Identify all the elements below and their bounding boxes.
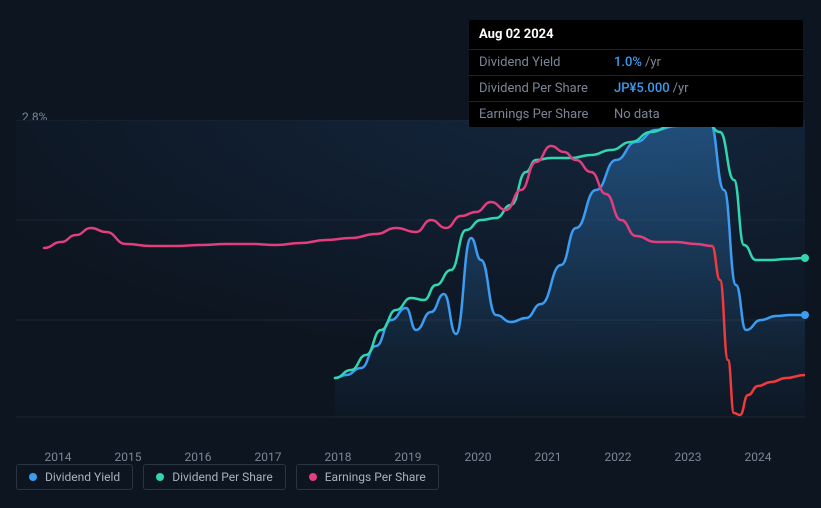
legend-dot-icon (309, 473, 317, 481)
tooltip-date: Aug 02 2024 (469, 20, 803, 50)
x-axis-tick: 2015 (115, 450, 142, 464)
legend-item[interactable]: Earnings Per Share (296, 464, 439, 490)
x-axis-tick: 2018 (325, 450, 352, 464)
legend: Dividend Yield Dividend Per Share Earnings… (16, 464, 439, 490)
tooltip-row-label: Earnings Per Share (479, 107, 614, 122)
chart-svg (16, 120, 805, 423)
chart-tooltip: Aug 02 2024 Dividend Yield1.0%/yrDividen… (469, 20, 803, 127)
x-axis-tick: 2020 (465, 450, 492, 464)
legend-item[interactable]: Dividend Yield (16, 464, 133, 490)
x-axis-tick: 2017 (255, 450, 282, 464)
legend-dot-icon (29, 473, 37, 481)
tooltip-row: Earnings Per ShareNo data (469, 102, 803, 127)
tooltip-row-value: No data (614, 107, 660, 122)
series-end-dot (801, 254, 809, 262)
x-axis-tick: 2024 (745, 450, 772, 464)
x-axis-tick: 2016 (185, 450, 212, 464)
series-end-dot (801, 311, 809, 319)
legend-label: Dividend Per Share (172, 470, 273, 484)
tooltip-row-value: JP¥5.000/yr (614, 81, 689, 96)
legend-item[interactable]: Dividend Per Share (143, 464, 286, 490)
tooltip-row-label: Dividend Yield (479, 55, 614, 70)
tooltip-row-label: Dividend Per Share (479, 81, 614, 96)
tooltip-row: Dividend Yield1.0%/yr (469, 50, 803, 76)
x-axis-tick: 2023 (675, 450, 702, 464)
legend-label: Earnings Per Share (325, 470, 426, 484)
legend-dot-icon (156, 473, 164, 481)
x-axis-tick: 2014 (45, 450, 72, 464)
legend-label: Dividend Yield (45, 470, 120, 484)
tooltip-row-value: 1.0%/yr (614, 55, 661, 70)
x-axis-tick: 2019 (395, 450, 422, 464)
tooltip-row: Dividend Per ShareJP¥5.000/yr (469, 76, 803, 102)
x-axis-tick: 2021 (535, 450, 562, 464)
x-axis-tick: 2022 (605, 450, 632, 464)
chart-container: Aug 02 2024 Dividend Yield1.0%/yrDividen… (0, 0, 821, 508)
